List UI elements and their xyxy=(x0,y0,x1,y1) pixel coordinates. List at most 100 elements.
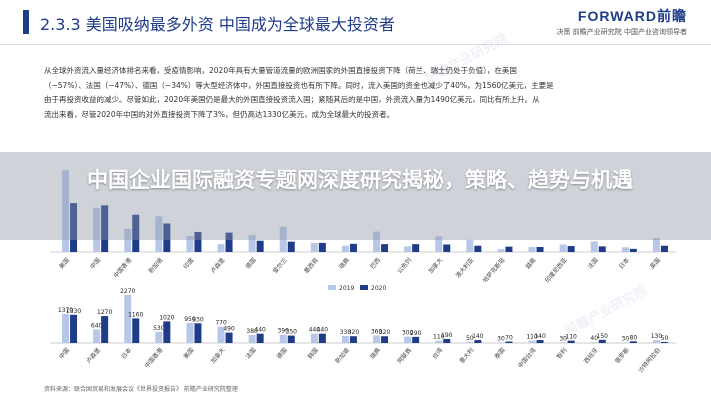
bar-2019 xyxy=(93,329,101,343)
data-label: 110 xyxy=(433,334,445,341)
bar-2020 xyxy=(349,336,357,343)
data-label: 140 xyxy=(472,333,484,340)
data-label: 2270 xyxy=(120,288,135,295)
bar-2020 xyxy=(443,338,451,343)
bar-2020 xyxy=(505,341,513,343)
page-header: 2.3.3 美国吸纳最多外资 中国成为全球最大投资者 FORWARD前瞻 决策 … xyxy=(0,0,711,44)
tick-label: 爱尔兰 xyxy=(271,256,289,275)
tick-label: 德国 xyxy=(275,346,289,360)
tick-label: 日本 xyxy=(119,346,133,360)
legend-label-2020: 2020 xyxy=(371,285,386,292)
tick-label: 法国 xyxy=(586,256,600,270)
data-label: 140 xyxy=(534,333,546,340)
bar-2020 xyxy=(194,323,202,343)
bar-2020 xyxy=(318,333,326,343)
tick-label: 泰国 xyxy=(493,346,507,360)
section-title: 2.3.3 美国吸纳最多外资 中国成为全球最大投资者 xyxy=(40,15,395,34)
bar-2019 xyxy=(186,322,194,343)
data-label: 290 xyxy=(410,330,422,337)
body-line: （−57%）、法国（−47%）、德国（−34%）等大型经济体中，外国直接投资也有… xyxy=(44,80,554,90)
data-label: 50 xyxy=(466,335,474,342)
legend-swatch-2019 xyxy=(328,285,336,290)
bar-2020 xyxy=(163,321,171,343)
bar-2019 xyxy=(435,236,443,252)
tick-label: 以色列 xyxy=(395,256,413,275)
data-label: 1160 xyxy=(128,311,143,318)
tick-label: 韩国 xyxy=(306,346,320,360)
tick-label: 美国 xyxy=(182,346,196,360)
bar-2019 xyxy=(590,241,598,252)
bar-2019 xyxy=(621,342,629,343)
bar-2019 xyxy=(93,207,101,252)
tick-label: 澳大利亚 xyxy=(454,256,476,280)
bar-2019 xyxy=(466,239,474,252)
data-label: 1270 xyxy=(97,309,112,316)
tick-label: 卢森堡 xyxy=(209,256,227,275)
bar-2019 xyxy=(248,334,256,343)
bar-2019 xyxy=(466,341,474,343)
tick-label: 台湾 xyxy=(430,346,444,360)
bar-2019 xyxy=(404,336,412,343)
bar-2019 xyxy=(62,170,70,252)
bar-2019 xyxy=(621,247,629,252)
bar-2020 xyxy=(536,246,544,252)
bar-2020 xyxy=(349,243,357,252)
data-label: 380 xyxy=(246,328,258,335)
tick-label: 墨西哥 xyxy=(303,257,320,275)
bar-2019 xyxy=(373,231,381,252)
bar-2020 xyxy=(474,245,482,252)
tick-label: 中国台湾 xyxy=(516,346,538,370)
tick-label: 法国 xyxy=(244,346,258,360)
data-label: 320 xyxy=(379,329,391,336)
legend-label-2019: 2019 xyxy=(339,285,354,292)
data-label: 390 xyxy=(278,328,290,335)
tick-label: 卢森堡 xyxy=(84,346,102,365)
bar-2019 xyxy=(341,245,349,252)
bar-2020 xyxy=(598,246,606,252)
bar-2019 xyxy=(155,216,163,252)
bar-2020 xyxy=(474,340,482,343)
bar-2019 xyxy=(62,313,70,343)
tick-label: 智利 xyxy=(555,346,569,360)
bar-2019 xyxy=(559,342,567,343)
banner-title: 中国企业国际融资专题网深度研究揭秘，策略、趋势与机遇 xyxy=(87,168,633,192)
bar-2020 xyxy=(660,341,668,343)
tick-label: 加拿大 xyxy=(209,346,227,365)
tick-label: 印度尼西亚 xyxy=(543,256,568,284)
tick-label: 西班牙 xyxy=(582,346,600,365)
body-line: 流出来看，尽管2020年中国的对外直接投资下降了3%，但仍高达1330亿美元，成… xyxy=(44,109,395,119)
data-label: 110 xyxy=(526,334,538,341)
data-label: 190 xyxy=(441,332,453,339)
data-label: 930 xyxy=(192,316,204,323)
data-label: 300 xyxy=(402,330,414,337)
bar-2019 xyxy=(497,342,505,343)
data-label: 360 xyxy=(371,328,383,335)
bar-2020 xyxy=(660,245,668,252)
bar-2020 xyxy=(225,232,233,252)
bar-2020 xyxy=(536,340,544,343)
bar-2020 xyxy=(287,335,295,343)
tick-label: 巴西 xyxy=(369,257,382,271)
overlay-banner xyxy=(0,152,711,240)
bar-2020 xyxy=(567,246,575,252)
bar-2020 xyxy=(412,336,420,343)
bar-2019 xyxy=(124,228,132,252)
tick-label: 日本 xyxy=(617,256,631,270)
bar-2020 xyxy=(132,318,140,343)
tick-label: 加拿大 xyxy=(427,256,445,275)
data-label: 1020 xyxy=(159,314,174,321)
bar-2019 xyxy=(341,336,349,343)
tick-label: 新加坡 xyxy=(333,346,351,365)
bar-2020 xyxy=(598,339,606,343)
bar-2020 xyxy=(256,333,264,343)
tick-label: 沙特阿拉伯 xyxy=(637,346,662,374)
bar-2020 xyxy=(443,244,451,252)
legend-swatch-2020 xyxy=(360,285,368,290)
tick-label: 英国 xyxy=(648,256,662,270)
bar-2019 xyxy=(310,333,318,343)
tick-label: 阿联酋 xyxy=(395,346,413,365)
bar-2019 xyxy=(373,335,381,343)
tick-label: 中国 xyxy=(88,256,102,270)
